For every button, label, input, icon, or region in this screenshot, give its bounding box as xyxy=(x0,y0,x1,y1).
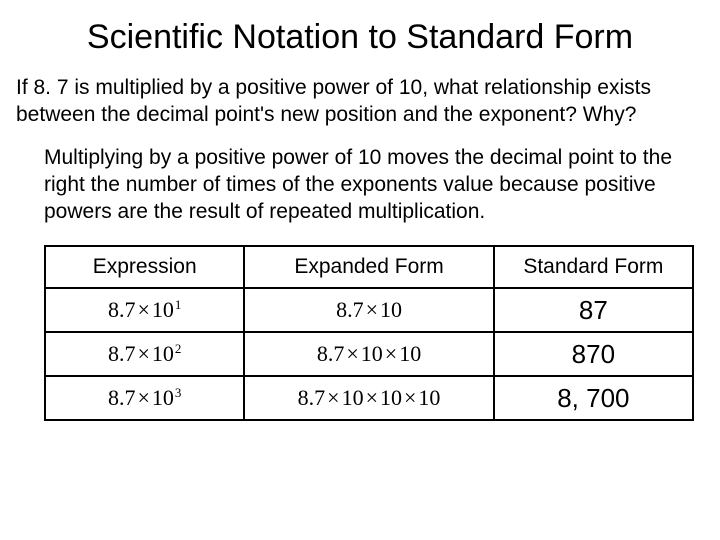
standard-1: 870 xyxy=(572,339,615,369)
cell-standard: 870 xyxy=(494,332,693,376)
cell-expanded: 8.7×10×10 xyxy=(244,332,493,376)
cell-expression: 8.7×103 xyxy=(45,376,244,420)
conversion-table: Expression Expanded Form Standard Form 8… xyxy=(44,245,694,421)
cell-expanded: 8.7×10×10×10 xyxy=(244,376,493,420)
cell-expanded: 8.7×10 xyxy=(244,288,493,332)
answer-text: Multiplying by a positive power of 10 mo… xyxy=(44,145,698,226)
expanded-0: 8.7×10 xyxy=(336,297,402,322)
cell-standard: 8, 700 xyxy=(494,376,693,420)
expanded-1: 8.7×10×10 xyxy=(317,341,421,366)
cell-expression: 8.7×101 xyxy=(45,288,244,332)
question-text: If 8. 7 is multiplied by a positive powe… xyxy=(16,75,700,129)
cell-standard: 87 xyxy=(494,288,693,332)
table-row: 8.7×101 8.7×10 87 xyxy=(45,288,693,332)
col-header-expanded: Expanded Form xyxy=(244,246,493,288)
col-header-standard: Standard Form xyxy=(494,246,693,288)
standard-2: 8, 700 xyxy=(557,383,629,413)
table-body: 8.7×101 8.7×10 87 8.7×102 8.7×10×10 870 … xyxy=(45,288,693,420)
table-row: 8.7×102 8.7×10×10 870 xyxy=(45,332,693,376)
expanded-2: 8.7×10×10×10 xyxy=(298,385,441,410)
expression-1: 8.7×102 xyxy=(108,341,181,366)
table-row: 8.7×103 8.7×10×10×10 8, 700 xyxy=(45,376,693,420)
cell-expression: 8.7×102 xyxy=(45,332,244,376)
slide-title: Scientific Notation to Standard Form xyxy=(14,18,706,57)
slide: Scientific Notation to Standard Form If … xyxy=(0,0,720,540)
standard-0: 87 xyxy=(579,295,608,325)
table-header-row: Expression Expanded Form Standard Form xyxy=(45,246,693,288)
expression-2: 8.7×103 xyxy=(108,385,181,410)
expression-0: 8.7×101 xyxy=(108,297,181,322)
col-header-expression: Expression xyxy=(45,246,244,288)
